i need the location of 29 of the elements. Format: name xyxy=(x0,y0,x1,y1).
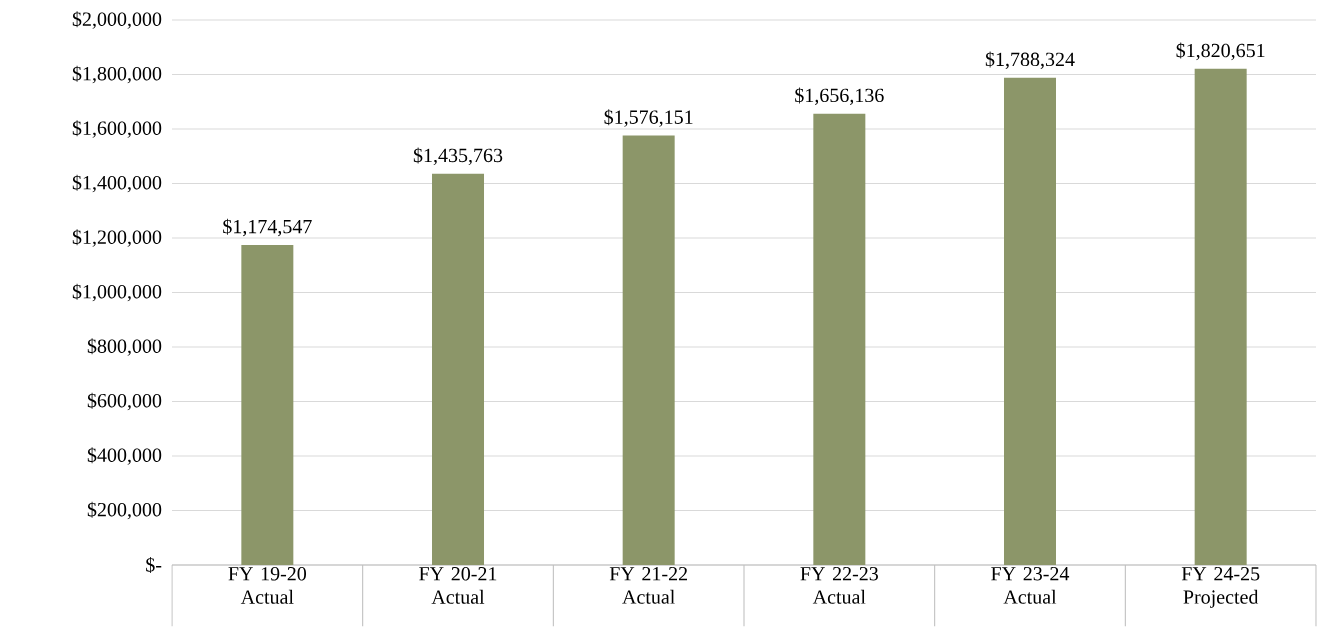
y-tick-label: $1,200,000 xyxy=(72,229,162,247)
bar xyxy=(1194,68,1247,565)
y-tick-label: $1,000,000 xyxy=(72,283,162,302)
y-tick-label: $1,600,000 xyxy=(72,120,162,138)
y-tick-label: $1,800,000 xyxy=(72,65,162,84)
x-tick-label: FY 24-25 Projected xyxy=(1181,567,1260,608)
x-tick-label: FY 23-24 Actual xyxy=(991,567,1070,604)
y-tick-label: $1,400,000 xyxy=(72,174,162,193)
y-tick-label: $2,000,000 xyxy=(72,11,162,29)
data-label: $1,435,763 xyxy=(413,147,503,166)
y-tick-label: $200,000 xyxy=(87,501,162,520)
x-tick-label: FY 19-20 Actual xyxy=(228,567,307,604)
y-tick-label: $800,000 xyxy=(87,338,162,356)
bar xyxy=(1004,77,1056,565)
y-tick-label: $600,000 xyxy=(87,392,162,411)
data-label: $1,576,151 xyxy=(604,109,693,127)
y-tick-label: $400,000 xyxy=(87,447,162,465)
data-label: $1,656,136 xyxy=(795,87,884,105)
data-label: $1,820,651 xyxy=(1176,42,1265,61)
bar xyxy=(241,244,294,565)
data-label: $1,788,324 xyxy=(985,51,1075,69)
x-tick-label: FY 21-22 Actual xyxy=(609,567,687,604)
bar xyxy=(813,113,866,565)
data-label: $1,174,547 xyxy=(223,218,312,237)
x-tick-label: FY 20-21 Actual xyxy=(419,567,497,604)
y-tick-label: $- xyxy=(146,557,162,573)
bar xyxy=(432,173,485,565)
x-tick-label: FY 22-23 Actual xyxy=(800,567,878,604)
bar xyxy=(622,135,675,565)
